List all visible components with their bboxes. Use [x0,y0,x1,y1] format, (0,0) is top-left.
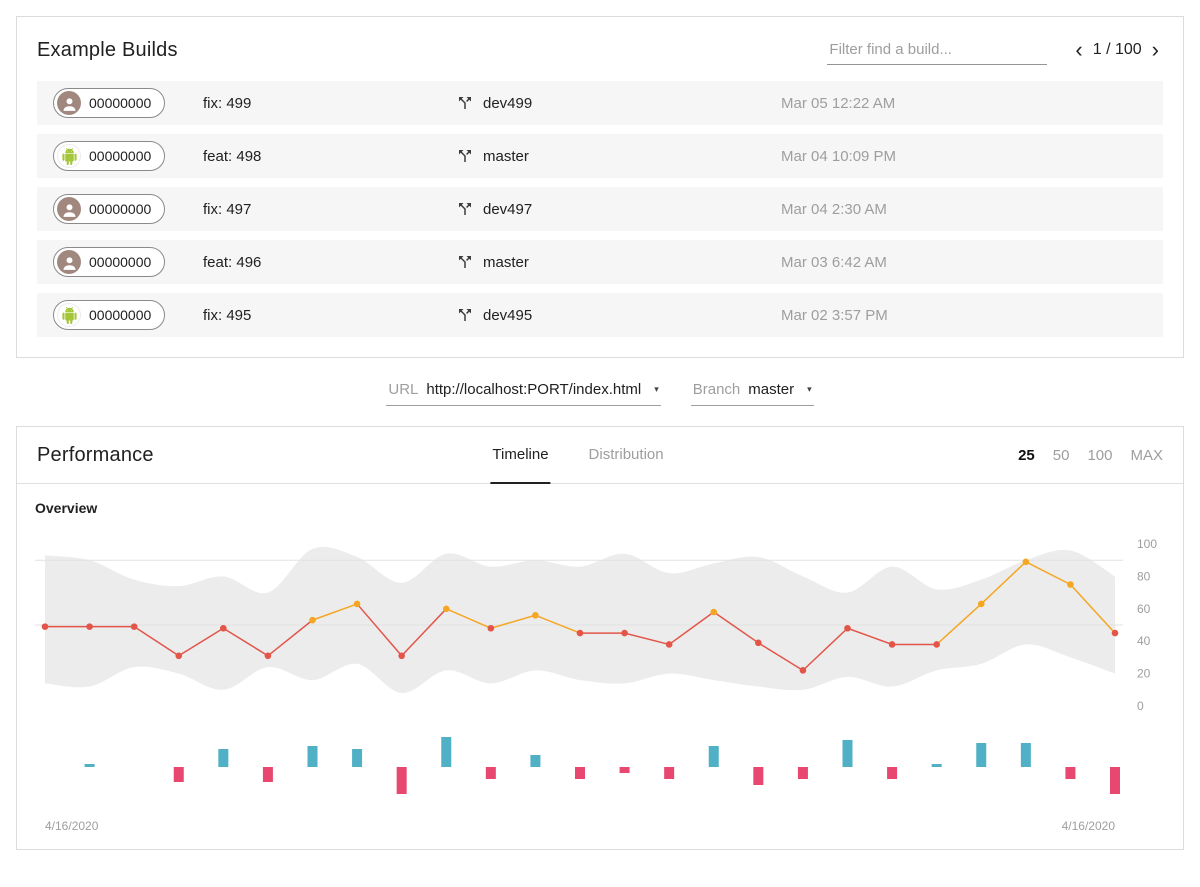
size-option-25[interactable]: 25 [1018,446,1035,464]
builds-title: Example Builds [37,38,178,61]
commit-message: fix: 495 [203,306,252,324]
chevron-right-icon[interactable]: › [1148,39,1163,61]
size-option-100[interactable]: 100 [1087,446,1113,464]
chart-area: Overview 0 20 40 60 80 100 4/16/2020 4/16/2020 [17,484,1183,849]
pagination: ‹ 1 / 100 › [1071,39,1163,61]
svg-text:0: 0 [1137,699,1144,713]
svg-text:100: 100 [1137,537,1157,551]
filter-input[interactable] [827,35,1048,65]
person-icon [62,257,76,270]
build-row[interactable]: 00000000 fix: 499 dev499 Mar 05 12:22 AM [37,81,1163,125]
avatar [57,197,81,221]
branch-icon [459,203,471,215]
branch-select-value: master [748,381,795,398]
branch-select[interactable]: Branch master ▾ [690,377,814,406]
branch-icon [459,150,471,162]
build-row[interactable]: 00000000 fix: 495 dev495 Mar 02 3:57 PM [37,293,1163,337]
avatar [57,303,81,327]
performance-title: Performance [37,443,154,466]
avatar [57,144,81,168]
branch-name: dev499 [483,94,533,112]
builds-card: Example Builds ‹ 1 / 100 › 00000000 fix:… [16,16,1184,358]
dropdown-caret-icon: ▾ [807,384,812,394]
tabs: Timeline Distribution [490,427,665,484]
size-option-max[interactable]: MAX [1130,446,1163,464]
commit-message: fix: 499 [203,94,252,112]
commit-hash: 00000000 [89,254,152,270]
build-date: Mar 02 3:57 PM [781,306,888,324]
build-row[interactable]: 00000000 feat: 496 master Mar 03 6:42 AM [37,240,1163,284]
svg-text:20: 20 [1137,667,1151,681]
commit-hash: 00000000 [89,148,152,164]
person-icon [62,98,76,111]
dropdown-caret-icon: ▾ [654,384,659,394]
branch-select-label: Branch [692,381,741,398]
svg-text:4/16/2020: 4/16/2020 [45,819,99,833]
avatar-pill: 00000000 [53,141,166,171]
build-date: Mar 05 12:22 AM [781,94,896,112]
branch-icon [459,256,471,268]
overview-title: Overview [35,500,98,516]
build-row[interactable]: 00000000 fix: 497 dev497 Mar 04 2:30 AM [37,187,1163,231]
commit-hash: 00000000 [89,307,152,323]
chevron-left-icon[interactable]: ‹ [1071,39,1086,61]
selectors-row: URL http://localhost:PORT/index.html ▾ B… [0,377,1200,406]
size-option-50[interactable]: 50 [1052,446,1070,464]
svg-text:4/16/2020: 4/16/2020 [1062,819,1116,833]
svg-text:80: 80 [1137,569,1151,583]
build-row[interactable]: 00000000 feat: 498 master Mar 04 10:09 P… [37,134,1163,178]
branch-name: dev497 [483,200,533,218]
svg-text:60: 60 [1137,602,1151,616]
android-icon [61,306,77,324]
avatar [57,91,81,115]
build-date: Mar 04 2:30 AM [781,200,887,218]
commit-message: fix: 497 [203,200,252,218]
commit-hash: 00000000 [89,95,152,111]
avatar-pill: 00000000 [53,194,166,224]
branch-name: dev495 [483,306,533,324]
performance-chart[interactable]: 0 20 40 60 80 100 4/16/2020 4/16/2020 [35,522,1165,840]
branch-name: master [483,253,529,271]
url-select-label: URL [388,381,419,398]
tab-timeline[interactable]: Timeline [490,427,551,484]
person-icon [62,204,76,217]
page-size-options: 25 50 100 MAX [1018,447,1163,464]
performance-card: Performance Timeline Distribution 25 50 … [16,426,1184,850]
branch-name: master [483,147,529,165]
avatar-pill: 00000000 [53,300,166,330]
commit-message: feat: 498 [203,147,262,165]
url-select-value: http://localhost:PORT/index.html [426,381,642,398]
performance-header: Performance Timeline Distribution 25 50 … [17,427,1183,484]
build-date: Mar 03 6:42 AM [781,253,887,271]
pagination-label: 1 / 100 [1092,41,1142,58]
commit-hash: 00000000 [89,201,152,217]
svg-text:40: 40 [1137,634,1151,648]
android-icon [61,147,77,165]
avatar [57,250,81,274]
build-list: 00000000 fix: 499 dev499 Mar 05 12:22 AM… [37,81,1163,337]
avatar-pill: 00000000 [53,247,166,277]
builds-header: Example Builds ‹ 1 / 100 › [37,35,1163,65]
branch-icon [459,97,471,109]
branch-icon [459,309,471,321]
build-date: Mar 04 10:09 PM [781,147,897,165]
commit-message: feat: 496 [203,253,262,271]
tab-distribution[interactable]: Distribution [588,446,664,463]
avatar-pill: 00000000 [53,88,166,118]
url-select[interactable]: URL http://localhost:PORT/index.html ▾ [386,377,661,406]
